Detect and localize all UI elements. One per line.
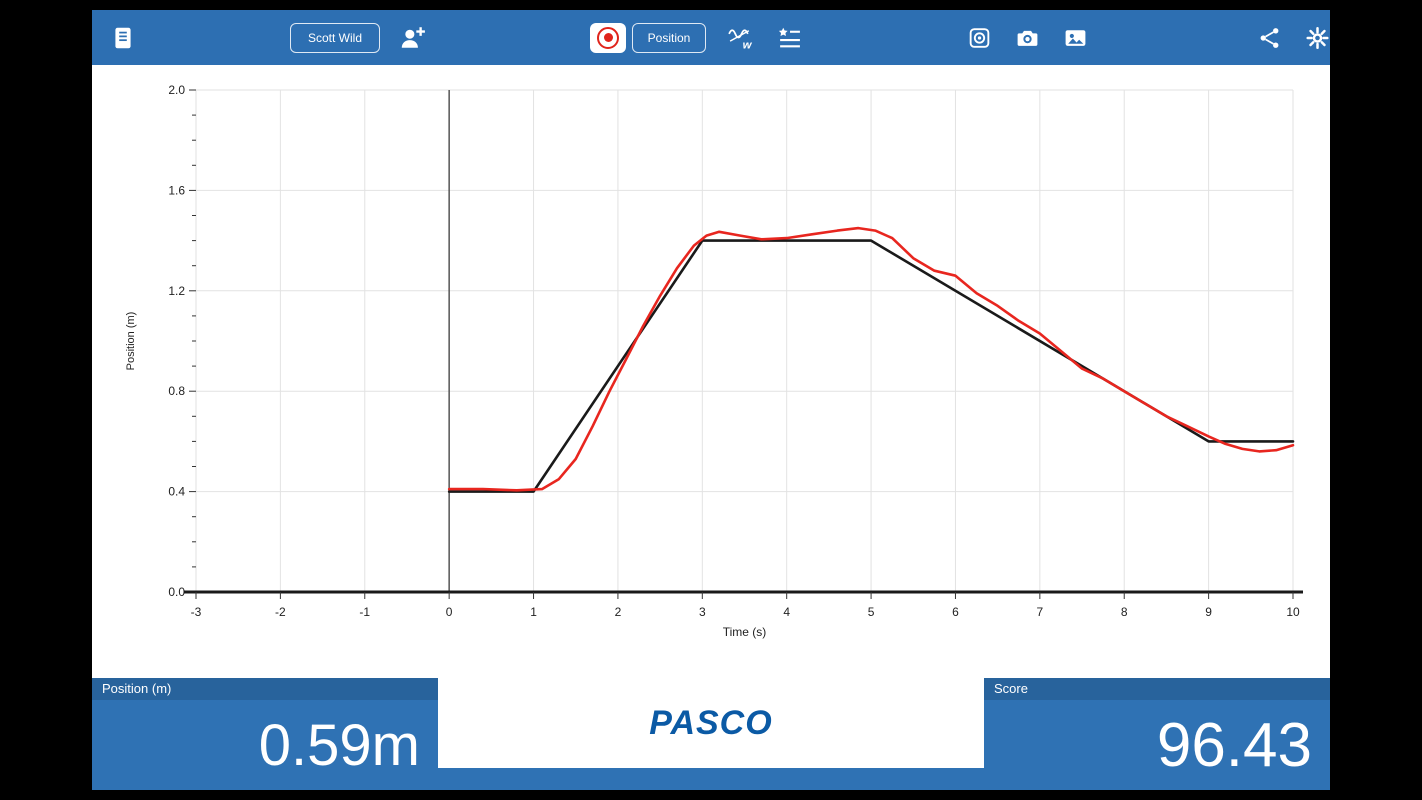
graph-display-area[interactable]: 0.0 0.4 0.8 1.2 1.6 2.0 -3 -2 -1 0 1 2 3 4 5 6 7 8 9 10 Time… xyxy=(92,65,1330,678)
x-tick-label: 9 xyxy=(1205,605,1212,619)
x-tick-label: 7 xyxy=(1037,605,1044,619)
user-name-button[interactable]: Scott Wild xyxy=(290,22,380,53)
score-value: 96.43 xyxy=(1156,710,1312,780)
share-icon[interactable] xyxy=(1258,26,1281,49)
brand-panel: PASCO xyxy=(438,678,984,790)
y-tick-label: 2.0 xyxy=(168,83,185,97)
x-tick-label: 3 xyxy=(699,605,706,619)
pasco-logo: PASCO xyxy=(649,703,773,742)
y-tick-label: 0.8 xyxy=(168,384,185,398)
svg-text:w: w xyxy=(743,39,753,51)
brand-card: PASCO xyxy=(438,678,984,768)
top-toolbar: Scott Wild Position w xyxy=(92,10,1330,65)
snapshot-icon[interactable] xyxy=(1063,25,1088,50)
record-icon xyxy=(597,26,619,49)
x-tick-label: 4 xyxy=(783,605,790,619)
x-tick-label: 2 xyxy=(615,605,622,619)
data-list-icon[interactable] xyxy=(777,25,802,50)
x-tick-label: 10 xyxy=(1286,605,1300,619)
x-tick-label: 6 xyxy=(952,605,959,619)
pasco-matchgraph-app: Scott Wild Position w xyxy=(92,10,1330,790)
x-tick-label: 0 xyxy=(446,605,453,619)
position-readout-label: Position (m) xyxy=(92,678,438,700)
signal-generator-icon[interactable]: w xyxy=(727,24,754,51)
y-axis-title: Position (m) xyxy=(125,312,137,371)
x-tick-label: -3 xyxy=(191,605,202,619)
score-label: Score xyxy=(984,678,1330,700)
x-tick-label: 8 xyxy=(1121,605,1128,619)
record-button[interactable] xyxy=(590,22,626,53)
add-user-icon[interactable] xyxy=(398,25,426,51)
score-panel[interactable]: Score 96.43 xyxy=(984,678,1330,790)
camera-icon[interactable] xyxy=(1015,25,1040,50)
x-tick-label: 1 xyxy=(530,605,537,619)
y-tick-label: 1.6 xyxy=(168,183,185,197)
settings-gear-icon[interactable] xyxy=(1305,25,1330,50)
recorded-line xyxy=(447,226,1295,492)
measurement-select-button[interactable]: Position xyxy=(632,22,706,53)
x-axis-title: Time (s) xyxy=(723,625,767,639)
position-readout-panel[interactable]: Position (m) 0.59m xyxy=(92,678,438,790)
status-bar: Position (m) 0.59m PASCO Score 96.43 xyxy=(92,678,1330,790)
position-time-chart: 0.0 0.4 0.8 1.2 1.6 2.0 -3 -2 -1 0 1 2 3 4 5 6 7 8 9 10 Time… xyxy=(125,83,1303,639)
x-tick-label: 5 xyxy=(868,605,875,619)
x-tick-label: -2 xyxy=(275,605,286,619)
journal-icon[interactable] xyxy=(110,25,136,51)
x-tick-label: -1 xyxy=(359,605,370,619)
y-tick-label: 0.0 xyxy=(168,585,185,599)
y-tick-label: 1.2 xyxy=(168,284,185,298)
sensor-check-icon[interactable] xyxy=(967,25,992,50)
position-readout-value: 0.59m xyxy=(258,712,420,778)
y-tick-label: 0.4 xyxy=(168,485,185,499)
